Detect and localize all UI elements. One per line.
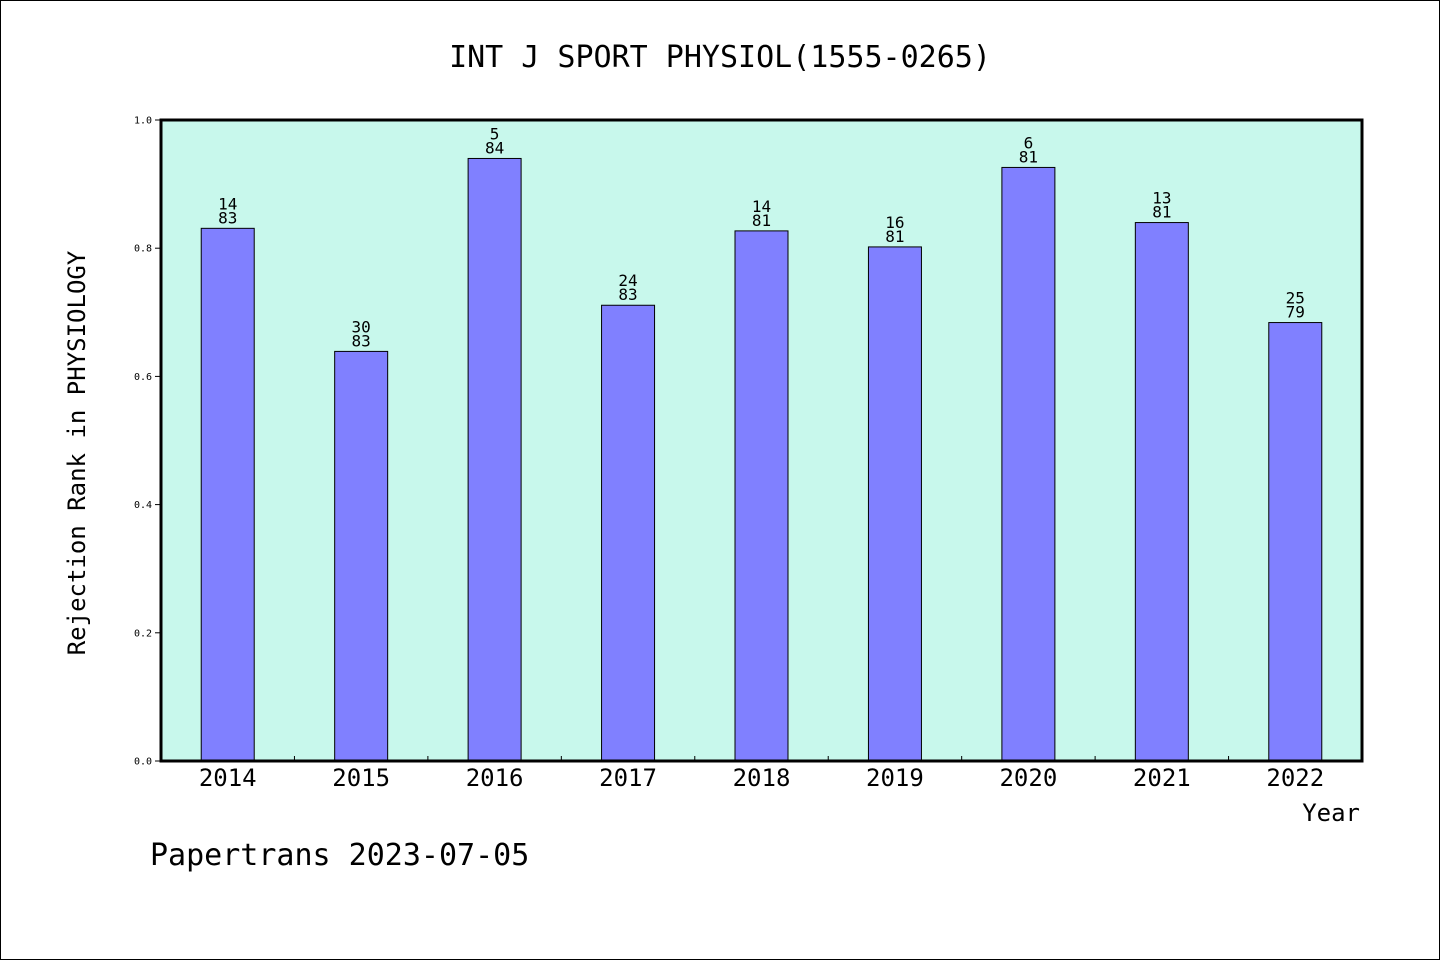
bar-total-label: 81 [1152, 203, 1171, 222]
bar-2015 [334, 350, 389, 762]
bar-2022 [1268, 322, 1323, 762]
bar-rank-label: 14 [218, 194, 237, 213]
bar-rank-label: 24 [618, 271, 637, 290]
x-tick-label: 2014 [199, 764, 257, 792]
bar-rank-label: 13 [1152, 189, 1171, 208]
y-tick-label: 0.2 [134, 628, 152, 639]
bar-total-label: 83 [218, 208, 237, 227]
x-tick-label: 2018 [733, 764, 791, 792]
bar-rank-label: 5 [490, 124, 500, 143]
y-tick-label: 0.0 [134, 757, 152, 768]
bar-2020 [1001, 166, 1056, 762]
x-tick-label: 2019 [866, 764, 924, 792]
x-tick-label: 2021 [1133, 764, 1191, 792]
bar-2017 [601, 304, 656, 762]
bar-total-label: 81 [752, 211, 771, 230]
bars [200, 157, 1323, 762]
bar-rank-label: 6 [1024, 133, 1034, 152]
bar-2021 [1134, 222, 1189, 762]
bar-rank-label: 30 [352, 317, 371, 336]
y-tick-label: 0.8 [134, 244, 152, 255]
x-tick-label: 2022 [1266, 764, 1324, 792]
bar-total-label: 81 [885, 227, 904, 246]
y-axis-label: Rejection Rank in PHYSIOLOGY [63, 250, 91, 655]
x-axis-ticks: 2014 2015 2016 2017 2018 2019 2020 2021 2022 [199, 756, 1324, 792]
x-tick-label: 2016 [466, 764, 524, 792]
bar-total-label: 84 [485, 138, 504, 157]
x-tick-label: 2015 [332, 764, 390, 792]
y-tick-label: 0.6 [134, 372, 152, 383]
bar-2019 [867, 246, 922, 762]
x-tick-label: 2020 [999, 764, 1057, 792]
bar-total-label: 81 [1019, 147, 1038, 166]
chart-title: INT J SPORT PHYSIOL(1555-0265) [449, 40, 991, 75]
bar-2018 [734, 230, 789, 762]
bar-rank-label: 14 [752, 197, 771, 216]
bar-rank-label: 25 [1286, 289, 1305, 308]
y-axis-ticks: 0.0 0.2 0.4 0.6 0.8 1.0 [134, 116, 161, 768]
y-tick-label: 1.0 [134, 116, 152, 127]
bar-2016 [467, 157, 522, 762]
x-axis-label: Year [1302, 799, 1360, 827]
bar-total-label: 79 [1286, 303, 1305, 322]
bar-2014 [200, 227, 255, 762]
bar-total-label: 83 [618, 285, 637, 304]
x-tick-label: 2017 [599, 764, 657, 792]
footer-text: Papertrans 2023-07-05 [150, 838, 529, 873]
y-tick-label: 0.4 [134, 500, 152, 511]
bar-rank-label: 16 [885, 213, 904, 232]
plot-border [159, 118, 1364, 763]
bar-total-label: 83 [352, 331, 371, 350]
